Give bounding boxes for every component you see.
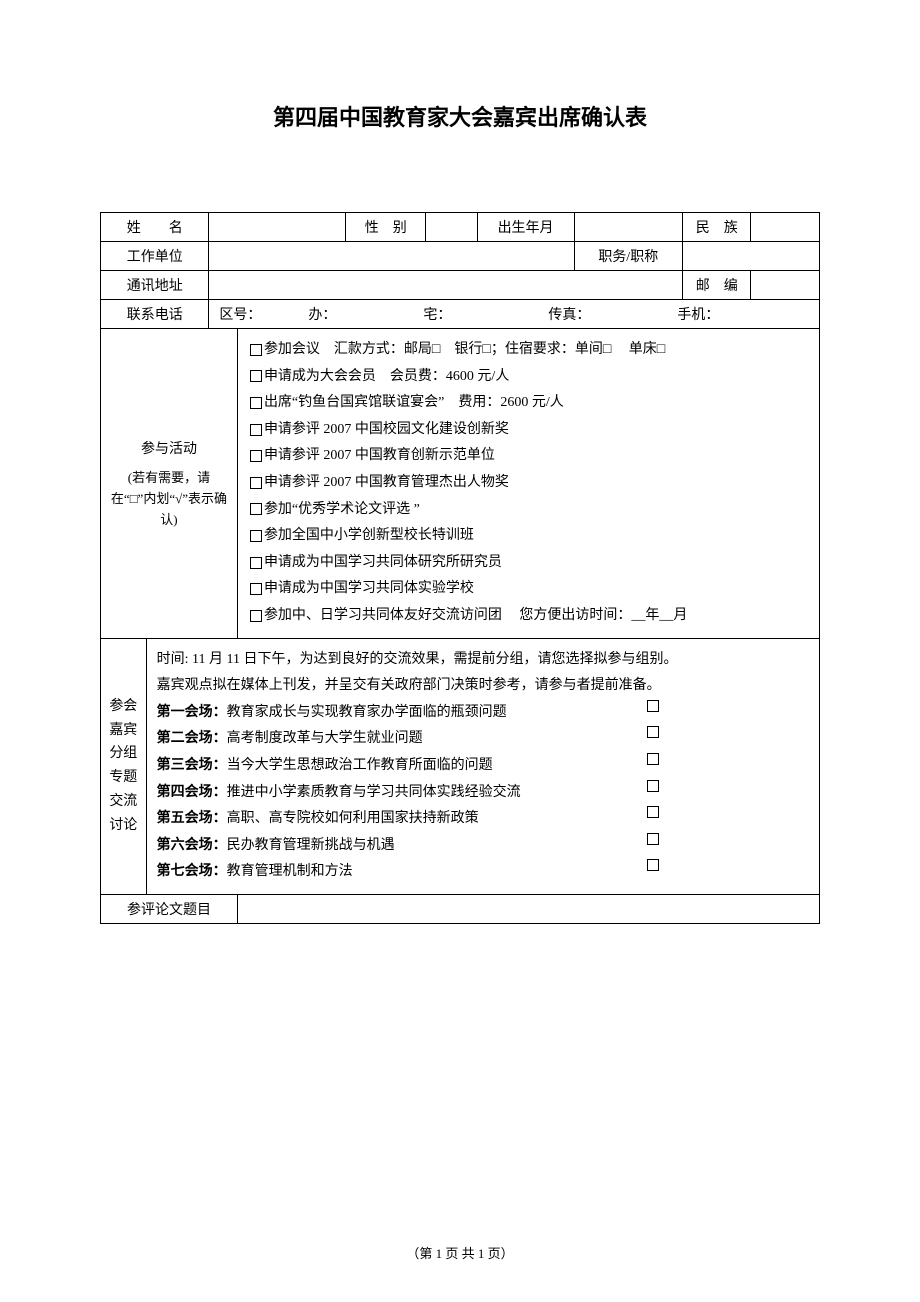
venue-text: 高考制度改革与大学生就业问题 [227,731,423,746]
venue-label: 第三会场： [157,758,227,773]
venue-label: 第一会场： [157,705,227,720]
checkbox-icon[interactable] [250,370,262,382]
activities-list: 参加会议 汇款方式：邮局□ 银行□；住宿要求：单间□ 单床□ 申请成为大会会员 … [237,329,819,639]
venue-label: 第二会场： [157,731,227,746]
paper-title-field[interactable] [237,894,819,923]
activity-text: 申请成为中国学习共同体实验学校 [264,581,474,596]
checkbox-icon[interactable] [647,859,659,871]
venue-item[interactable]: 第五会场：高职、高专院校如何利用国家扶持新政策 [157,806,809,833]
venue-label: 第四会场： [157,785,227,800]
activity-item[interactable]: 出席“钓鱼台国宾馆联谊宴会” 费用：2600 元/人 [248,390,809,417]
address-field[interactable] [209,271,683,300]
name-label: 姓 名 [101,213,209,242]
venue-item[interactable]: 第二会场：高考制度改革与大学生就业问题 [157,726,809,753]
venue-item[interactable]: 第四会场：推进中小学素质教育与学习共同体实践经验交流 [157,780,809,807]
contact-phone-field[interactable]: 区号： 办： 宅： 传真： 手机： [209,300,820,329]
venue-text: 教育家成长与实现教育家办学面临的瓶颈问题 [227,705,507,720]
work-unit-label: 工作单位 [101,242,209,271]
checkbox-icon[interactable] [647,753,659,765]
activity-item[interactable]: 参加全国中小学创新型校长特训班 [248,523,809,550]
activities-note: (若有需要，请在“□”内划“√”表示确认) [107,468,231,530]
postcode-label: 邮 编 [682,271,750,300]
checkbox-icon[interactable] [250,344,262,356]
checkbox-icon[interactable] [250,583,262,595]
checkbox-icon[interactable] [647,806,659,818]
venue-item[interactable]: 第六会场：民办教育管理新挑战与机遇 [157,833,809,860]
venue-label: 第六会场： [157,838,227,853]
page-footer: （第 1 页 共 1 页） [0,1243,920,1262]
position-label: 职务/职称 [574,242,682,271]
activities-label: 参与活动 (若有需要，请在“□”内划“√”表示确认) [101,329,238,639]
activity-item[interactable]: 参加中、日学习共同体友好交流访问团 您方便出访时间：__年__月 [248,603,809,630]
activities-title: 参与活动 [107,436,231,464]
venue-text: 当今大学生思想政治工作教育所面临的问题 [227,758,493,773]
activity-text: 参加中、日学习共同体友好交流访问团 您方便出访时间：__年__月 [264,608,688,623]
checkbox-icon[interactable] [647,726,659,738]
activity-item[interactable]: 参加“优秀学术论文评选 ” [248,497,809,524]
activity-text: 申请参评 2007 中国教育管理杰出人物奖 [264,475,509,490]
work-unit-field[interactable] [209,242,574,271]
activity-item[interactable]: 申请成为中国学习共同体实验学校 [248,576,809,603]
home-label: 宅： [423,308,451,323]
name-field[interactable] [209,213,346,242]
activity-text: 申请成为中国学习共同体研究所研究员 [264,555,502,570]
document-title: 第四届中国教育家大会嘉宾出席确认表 [100,100,820,132]
activity-text: 申请参评 2007 中国教育创新示范单位 [264,448,495,463]
activity-item[interactable]: 申请成为中国学习共同体研究所研究员 [248,550,809,577]
checkbox-icon[interactable] [250,477,262,489]
venue-label: 第七会场： [157,864,227,879]
form-table: 姓 名 性 别 出生年月 民 族 工作单位 职务/职称 通讯地址 邮 编 联系电… [100,212,820,924]
contact-phone-label: 联系电话 [101,300,209,329]
mobile-label: 手机： [677,308,719,323]
activity-item[interactable]: 申请参评 2007 中国教育管理杰出人物奖 [248,470,809,497]
position-field[interactable] [682,242,819,271]
venue-section: 时间: 11 月 11 日下午，为达到良好的交流效果，需提前分组，请您选择拟参与… [146,638,819,894]
checkbox-icon[interactable] [250,530,262,542]
gender-label: 性 别 [346,213,426,242]
gender-field[interactable] [426,213,477,242]
area-code-label: 区号： [219,308,261,323]
checkbox-icon[interactable] [250,450,262,462]
ethnicity-label: 民 族 [682,213,750,242]
venue-intro-line: 时间: 11 月 11 日下午，为达到良好的交流效果，需提前分组，请您选择拟参与… [157,647,809,674]
activity-text: 申请参评 2007 中国校园文化建设创新奖 [264,422,509,437]
activity-text: 申请成为大会会员 会员费：4600 元/人 [264,369,509,384]
paper-title-label: 参评论文题目 [101,894,238,923]
postcode-field[interactable] [751,271,820,300]
checkbox-icon[interactable] [647,700,659,712]
activity-text: 参加会议 汇款方式：邮局□ 银行□；住宿要求：单间□ 单床□ [264,342,665,357]
checkbox-icon[interactable] [647,780,659,792]
venue-text: 民办教育管理新挑战与机遇 [227,838,395,853]
office-label: 办： [308,308,336,323]
checkbox-icon[interactable] [647,833,659,845]
birthdate-label: 出生年月 [477,213,574,242]
fax-label: 传真： [548,308,590,323]
venue-section-label: 参会嘉宾分组专题交流讨论 [101,638,147,894]
venue-text: 教育管理机制和方法 [227,864,353,879]
activity-text: 出席“钓鱼台国宾馆联谊宴会” 费用：2600 元/人 [264,395,564,410]
checkbox-icon[interactable] [250,503,262,515]
venue-text: 高职、高专院校如何利用国家扶持新政策 [227,811,479,826]
activity-item[interactable]: 申请参评 2007 中国校园文化建设创新奖 [248,417,809,444]
ethnicity-field[interactable] [751,213,820,242]
address-label: 通讯地址 [101,271,209,300]
activity-text: 参加全国中小学创新型校长特训班 [264,528,474,543]
activity-text: 参加“优秀学术论文评选 ” [264,502,420,517]
checkbox-icon[interactable] [250,397,262,409]
checkbox-icon[interactable] [250,424,262,436]
venue-label: 第五会场： [157,811,227,826]
birthdate-field[interactable] [574,213,682,242]
activity-item[interactable]: 申请成为大会会员 会员费：4600 元/人 [248,364,809,391]
venue-intro-line: 嘉宾观点拟在媒体上刊发，并呈交有关政府部门决策时参考，请参与者提前准备。 [157,673,809,700]
checkbox-icon[interactable] [250,610,262,622]
venue-item[interactable]: 第七会场：教育管理机制和方法 [157,859,809,886]
venue-item[interactable]: 第一会场：教育家成长与实现教育家办学面临的瓶颈问题 [157,700,809,727]
checkbox-icon[interactable] [250,557,262,569]
venue-text: 推进中小学素质教育与学习共同体实践经验交流 [227,785,521,800]
activity-item[interactable]: 申请参评 2007 中国教育创新示范单位 [248,443,809,470]
venue-item[interactable]: 第三会场：当今大学生思想政治工作教育所面临的问题 [157,753,809,780]
activity-item[interactable]: 参加会议 汇款方式：邮局□ 银行□；住宿要求：单间□ 单床□ [248,337,809,364]
